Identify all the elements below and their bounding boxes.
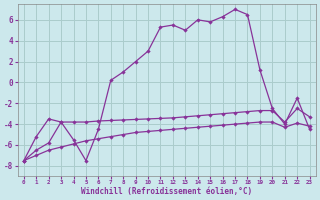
- X-axis label: Windchill (Refroidissement éolien,°C): Windchill (Refroidissement éolien,°C): [81, 187, 252, 196]
